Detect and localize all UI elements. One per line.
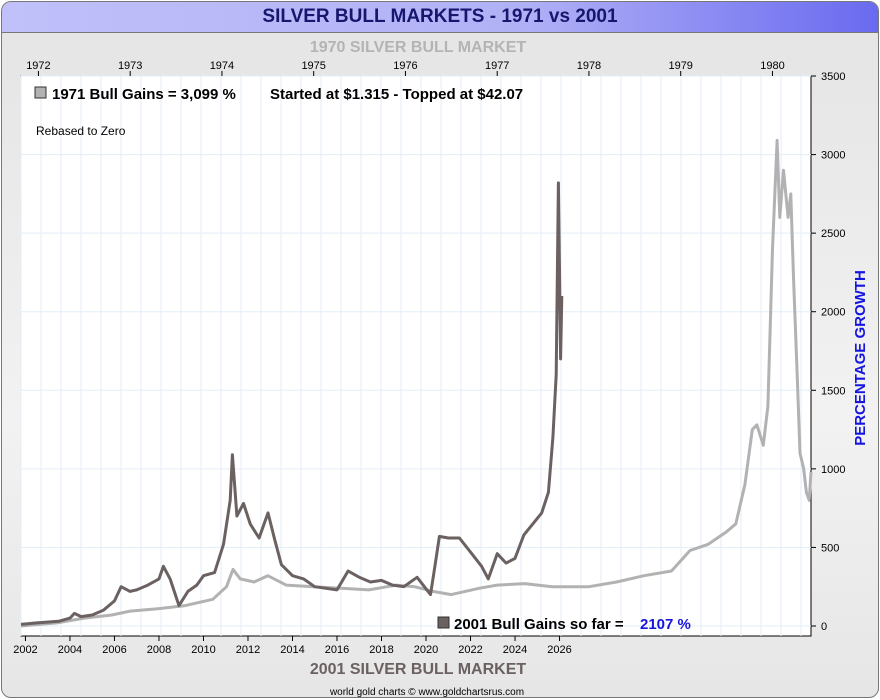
top-x-tick-label: 1977	[485, 60, 509, 72]
top-x-tick-label: 1980	[760, 60, 784, 72]
top-x-tick-label: 1973	[118, 60, 142, 72]
bottom-x-tick-label: 2016	[325, 644, 349, 656]
y-tick-label: 3500	[821, 71, 845, 83]
top-axis-title: 1970 SILVER BULL MARKET	[310, 39, 527, 56]
bottom-x-tick-label: 2022	[458, 644, 482, 656]
series-2001-line	[20, 181, 564, 626]
top-x-tick-label: 1975	[301, 60, 325, 72]
top-x-tick-label: 1979	[668, 60, 692, 72]
top-x-tick-label: 1976	[393, 60, 417, 72]
top-x-tick-label: 1974	[210, 60, 234, 72]
start-top-note: Started at $1.315 - Topped at $42.07	[270, 86, 523, 103]
y-axis-label: PERCENTAGE GROWTH	[852, 270, 869, 446]
gain-2001-value: 2107 %	[640, 616, 691, 633]
legend-2001: 2001 Bull Gains so far =	[454, 616, 624, 633]
legend-1971: 1971 Bull Gains = 3,099 %	[52, 86, 236, 103]
rebased-note: Rebased to Zero	[36, 124, 126, 138]
legend-swatch-2001	[437, 616, 450, 629]
y-tick-label: 2500	[821, 228, 845, 240]
y-tick-label: 500	[821, 542, 839, 554]
top-x-tick-label: 1978	[577, 60, 601, 72]
chart-title: SILVER BULL MARKETS - 1971 vs 2001	[2, 2, 878, 33]
bottom-x-tick-label: 2010	[191, 644, 215, 656]
bottom-x-tick-label: 2006	[102, 644, 126, 656]
bottom-x-tick-label: 2020	[414, 644, 438, 656]
legend-swatch-1971	[34, 86, 47, 99]
top-x-tick-label: 1972	[26, 60, 50, 72]
bottom-x-tick-label: 2002	[13, 644, 37, 656]
plot-area	[20, 75, 812, 637]
y-tick-label: 1000	[821, 464, 845, 476]
bottom-x-tick-label: 2014	[280, 644, 304, 656]
bottom-axis-title: 2001 SILVER BULL MARKET	[310, 661, 527, 678]
y-tick-label: 1500	[821, 385, 845, 397]
y-tick-label: 0	[821, 621, 827, 633]
bottom-x-tick-label: 2024	[503, 644, 527, 656]
y-tick-label: 2000	[821, 307, 845, 319]
series-1971-line	[20, 138, 813, 628]
bottom-x-tick-label: 2008	[147, 644, 171, 656]
bottom-x-tick-label: 2004	[58, 644, 82, 656]
y-tick-label: 3000	[821, 150, 845, 162]
bottom-x-tick-label: 2012	[236, 644, 260, 656]
credit-text: world gold charts © www.goldchartsrus.co…	[329, 687, 524, 698]
bottom-x-tick-label: 2026	[547, 644, 571, 656]
bottom-x-tick-label: 2018	[369, 644, 393, 656]
